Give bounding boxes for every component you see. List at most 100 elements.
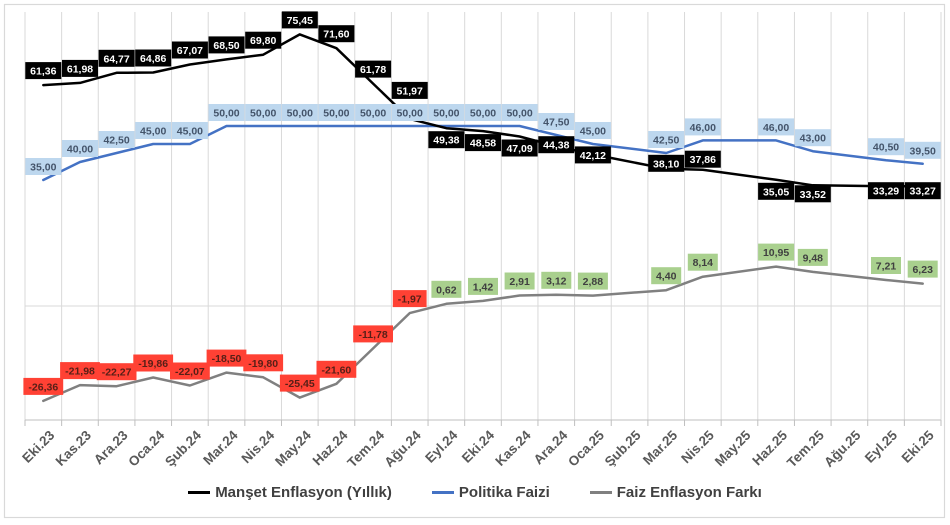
value-label-box <box>907 260 938 278</box>
value-label-box <box>245 104 282 121</box>
value-label-box <box>574 122 611 139</box>
value-label: 46,00 <box>690 122 716 134</box>
value-label: -22,27 <box>102 367 132 379</box>
value-label: 45,00 <box>580 126 606 138</box>
legend-item-faiz-enflasyon-farki: Faiz Enflasyon Farkı <box>589 484 762 501</box>
legend-line-swatch-manset <box>188 491 211 494</box>
value-label: -19,80 <box>248 358 278 370</box>
value-label-box <box>208 36 245 54</box>
value-label: 50,00 <box>360 108 386 120</box>
legend-line-swatch-fark <box>589 491 612 494</box>
value-label: 68,50 <box>213 40 239 52</box>
chart-legend: Manşet Enflasyon (Yıllık) Politika Faizi… <box>0 484 950 501</box>
legend-item-politika-faizi: Politika Faizi <box>431 484 550 501</box>
x-axis-label: May.24 <box>272 427 314 469</box>
value-label: 38,10 <box>653 158 679 170</box>
value-label-box <box>23 377 64 395</box>
value-label: 69,80 <box>250 35 276 47</box>
value-label: 7,21 <box>876 261 897 273</box>
value-label-box <box>794 129 831 147</box>
x-axis-label: Tem.25 <box>784 427 827 470</box>
legend-item-manset-enflasyon: Manşet Enflasyon (Yıllık) <box>188 484 392 501</box>
legend-line-swatch-politika <box>431 491 454 494</box>
value-label: 51,97 <box>397 85 423 97</box>
value-label: 47,09 <box>506 143 532 155</box>
series-line-manset <box>42 33 924 188</box>
value-label-box <box>98 131 135 148</box>
x-axis-label: Oca.25 <box>565 427 607 469</box>
series-line-fark <box>42 265 924 403</box>
x-axis-label: Oca.24 <box>125 427 167 469</box>
value-label: 9,48 <box>803 252 824 264</box>
value-label-box <box>62 59 98 77</box>
value-label: -25,45 <box>285 378 315 390</box>
value-label-box <box>538 113 575 130</box>
value-label: 45,00 <box>140 126 166 138</box>
value-label-box <box>281 11 318 29</box>
value-label: 42,12 <box>580 150 606 162</box>
value-label: -26,36 <box>28 381 58 393</box>
value-label-box <box>684 118 721 136</box>
value-label-box <box>135 122 172 139</box>
value-label: 50,00 <box>397 108 423 120</box>
value-label-box <box>316 360 357 378</box>
value-label: 75,45 <box>287 15 313 27</box>
value-label-box <box>355 104 392 121</box>
value-label: -18,50 <box>212 353 242 365</box>
legend-label-manset: Manşet Enflasyon (Yıllık) <box>215 484 392 501</box>
x-axis-label: Haz.25 <box>749 427 790 468</box>
x-axis-label: Tem.24 <box>344 427 387 470</box>
value-label-box <box>501 104 538 121</box>
value-label-box <box>133 354 174 372</box>
x-axis-label: Ağu.25 <box>821 427 864 470</box>
value-label-box <box>687 253 718 271</box>
value-label-box <box>171 41 208 59</box>
x-axis-label: Mar.24 <box>200 427 241 468</box>
value-label: 2,91 <box>509 276 530 288</box>
value-label: 50,00 <box>433 108 459 120</box>
x-axis-label: Şub.24 <box>162 427 204 469</box>
value-label: 2,88 <box>583 276 604 288</box>
value-label-box <box>501 139 538 157</box>
value-label: 40,00 <box>67 144 93 156</box>
value-label-box <box>391 104 428 121</box>
value-label-box <box>797 248 828 266</box>
value-label-box <box>391 81 428 99</box>
value-label: 4,40 <box>656 271 677 283</box>
value-label-box <box>245 31 282 49</box>
x-axis-label: Eyl.25 <box>862 427 901 466</box>
x-axis-label: Ara.23 <box>91 427 131 467</box>
value-label-box <box>170 362 210 380</box>
value-label: 10,95 <box>763 247 789 259</box>
x-axis-label: Kas.24 <box>492 427 534 469</box>
value-label: 71,60 <box>323 29 349 41</box>
value-label-box <box>60 362 100 380</box>
value-label: 61,98 <box>67 63 93 75</box>
value-label-box <box>468 277 498 295</box>
value-label-box <box>758 243 795 261</box>
value-label: 40,50 <box>873 142 899 154</box>
x-axis-label: Nis.25 <box>678 427 717 466</box>
value-label: 0,62 <box>436 284 457 296</box>
value-label: 50,00 <box>287 108 313 120</box>
value-label: 35,00 <box>30 162 56 174</box>
value-label-box <box>355 60 392 78</box>
legend-label-politika: Politika Faizi <box>458 484 550 501</box>
value-label-box <box>281 104 318 121</box>
x-axis-label: Ağu.24 <box>381 427 424 470</box>
value-label: 35,05 <box>763 186 789 198</box>
value-label-box <box>171 122 208 139</box>
x-axis-label: May.25 <box>712 427 754 469</box>
value-label: 50,00 <box>213 108 239 120</box>
x-axis-label: Kas.23 <box>53 427 95 469</box>
value-label: 42,50 <box>653 135 679 147</box>
chart-border <box>3 3 946 519</box>
value-label: 33,52 <box>800 189 826 201</box>
value-label: 50,00 <box>470 108 496 120</box>
value-label: 64,86 <box>140 53 166 65</box>
value-label: 43,00 <box>800 133 826 145</box>
value-label: 37,86 <box>690 154 716 166</box>
value-label-box <box>648 154 685 172</box>
x-axis-label: Eki.23 <box>19 427 58 466</box>
value-label: 1,42 <box>473 281 494 293</box>
